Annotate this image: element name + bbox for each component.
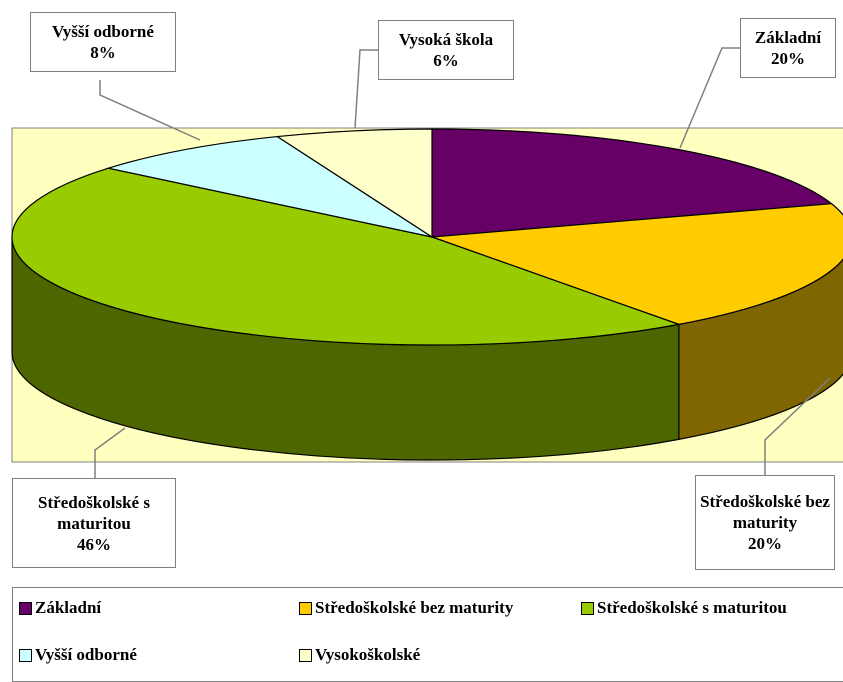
- data-label: Středoškolské s maturitou 46%: [12, 478, 176, 568]
- data-label: Středoškolské bez maturity 20%: [695, 475, 835, 570]
- label-value: 20%: [748, 534, 782, 553]
- legend-swatch: [299, 601, 312, 615]
- legend-item: Středoškolské s maturitou: [581, 598, 787, 618]
- leader-lines: [94, 47, 831, 478]
- label-name: Vyšší odborné: [52, 22, 154, 41]
- legend-item: Vyšší odborné: [19, 645, 137, 665]
- label-value: 20%: [771, 49, 805, 68]
- slice: [11, 167, 682, 346]
- legend-item: Středoškolské bez maturity: [299, 598, 513, 618]
- data-label: Vysoká škola 6%: [378, 20, 514, 80]
- data-label: Základní 20%: [740, 18, 836, 78]
- label-value: 46%: [77, 534, 111, 554]
- legend-item: Základní: [19, 598, 101, 618]
- chart: [11, 47, 843, 478]
- legend-swatch: [299, 648, 312, 662]
- legend-swatch: [19, 601, 32, 615]
- label-name: Vysoká škola: [398, 30, 494, 49]
- label-name: Středoškolské s maturitou: [38, 492, 150, 533]
- leader-line: [679, 47, 740, 149]
- label-value: 8%: [90, 43, 116, 62]
- leader-line: [99, 80, 201, 141]
- leader-line: [764, 377, 831, 475]
- legend-label: Základní: [35, 598, 102, 617]
- data-label: Vyšší odborné 8%: [30, 12, 176, 72]
- leader-line: [94, 427, 126, 478]
- legend-label: Vysokoškolské: [315, 645, 421, 664]
- slice: [106, 135, 433, 238]
- label-value: 6%: [433, 51, 459, 70]
- slice: [431, 203, 843, 325]
- legend-swatch: [581, 601, 594, 615]
- leader-line: [354, 49, 378, 129]
- legend-swatch: [19, 648, 32, 662]
- legend-label: Vyšší odborné: [35, 645, 137, 664]
- legend-item: Vysokoškolské: [299, 645, 420, 665]
- legend-label: Středoškolské bez maturity: [315, 598, 514, 617]
- slice: [275, 128, 433, 239]
- slice: [431, 128, 834, 238]
- pie: [11, 128, 843, 461]
- legend: Základní Středoškolské bez maturity Středo…: [12, 587, 843, 682]
- legend-label: Středoškolské s maturitou: [597, 598, 787, 617]
- label-name: Středoškolské bez maturity: [700, 492, 830, 532]
- label-name: Základní: [754, 28, 822, 47]
